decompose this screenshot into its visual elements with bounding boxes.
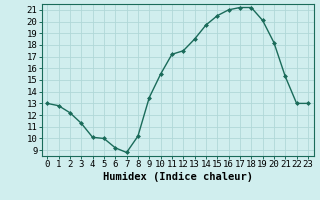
X-axis label: Humidex (Indice chaleur): Humidex (Indice chaleur) xyxy=(103,172,252,182)
